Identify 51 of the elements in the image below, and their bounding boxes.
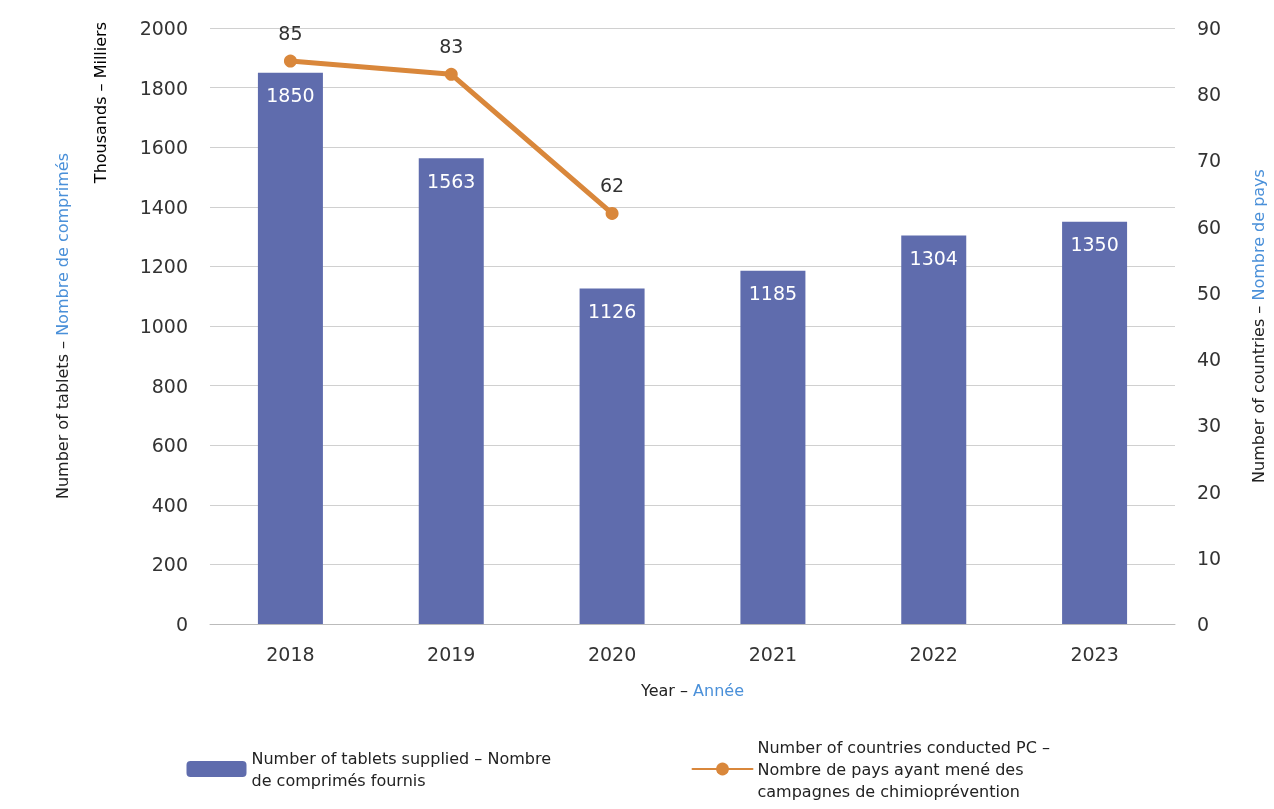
y2-tick-label: 90 (1197, 17, 1222, 39)
x-tick-label: 2019 (427, 642, 476, 665)
bar (579, 288, 645, 624)
y-tick-label: 600 (151, 434, 188, 457)
x-tick-label: 2020 (587, 642, 637, 665)
y2-tick-label: 20 (1197, 480, 1222, 503)
data-label: 1563 (427, 169, 476, 192)
data-label: 62 (599, 174, 625, 197)
text: Thousands – Milliers (90, 22, 110, 185)
y2-tick-label: 50 (1197, 281, 1222, 304)
y-tick-label: 400 (151, 493, 188, 516)
bar (257, 72, 323, 624)
y2-tick-label: 0 (1197, 613, 1210, 635)
y-tick-label: 1400 (139, 195, 188, 218)
bar (901, 235, 967, 624)
x-tick-label: 2021 (748, 642, 798, 665)
y2-tick-label: 40 (1197, 348, 1222, 371)
x-tick-label: 2018 (266, 642, 315, 665)
x-tick-label: 2022 (909, 642, 958, 665)
y2-tick-label: 80 (1197, 83, 1222, 106)
data-label: 85 (278, 22, 303, 45)
y-axis-title: Number of tablets – Nombre de comprimés (52, 152, 72, 500)
y2-tick-label: 60 (1197, 215, 1222, 238)
y-tick-label: 1600 (139, 136, 188, 159)
y2-axis-title: Number of countries – Nombre de pays (1248, 169, 1268, 483)
point (283, 54, 297, 68)
y2-tick-label: 30 (1197, 414, 1222, 437)
y-tick-label: 0 (175, 613, 188, 635)
bar (740, 270, 806, 624)
y-tick-label: 200 (151, 553, 188, 576)
y-tick-label: 1000 (139, 315, 188, 337)
y-tick-label: 800 (151, 374, 188, 397)
x-tick-label: 2023 (1070, 642, 1119, 665)
data-label: 1850 (266, 84, 315, 107)
y-tick-label: 1800 (139, 76, 188, 99)
data-label: 1126 (587, 299, 637, 322)
legend-label: Number of countries conducted PC – Nombre de pays ayant mené des campagnes de chimioprévention (757, 737, 1055, 801)
y2-tick-label: 70 (1197, 149, 1222, 172)
data-label: 1304 (909, 246, 958, 269)
y-tick-label: 1200 (139, 255, 188, 278)
x-axis-title: Year – Année (640, 680, 744, 700)
data-label: 1185 (748, 282, 798, 305)
point (605, 206, 619, 220)
bar (418, 158, 484, 624)
bar (1062, 221, 1128, 624)
legend-label: Number of tablets supplied – Nombre de comprimés fournis (251, 748, 557, 790)
data-label: 83 (439, 35, 464, 58)
y-tick-label: 2000 (139, 17, 188, 39)
y2-tick-label: 10 (1197, 546, 1222, 569)
point (444, 67, 458, 81)
data-label: 1350 (1070, 233, 1119, 256)
